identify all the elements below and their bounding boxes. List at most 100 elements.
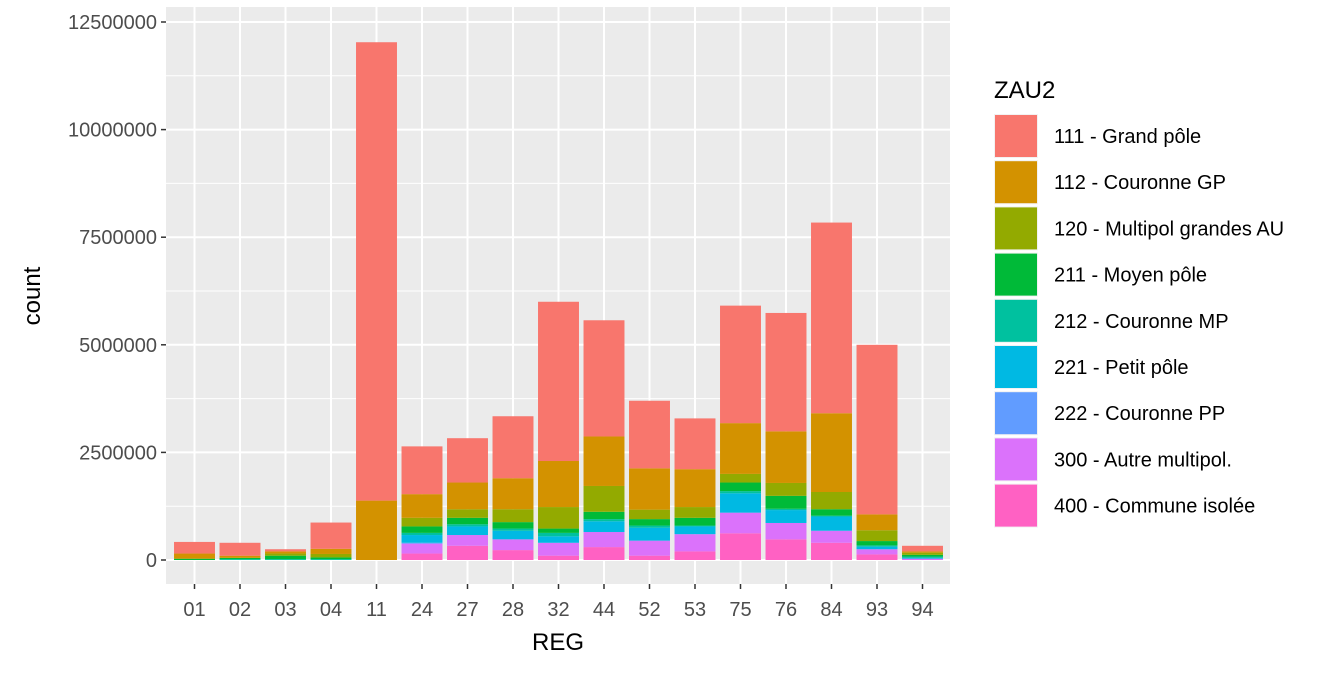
bar-segment [583, 532, 625, 548]
bar-segment [583, 485, 625, 512]
bar-segment [629, 525, 670, 528]
x-tick-label: 84 [820, 599, 842, 621]
legend-swatch [995, 207, 1037, 250]
bar-segment [538, 507, 579, 529]
bar-segment [674, 534, 716, 552]
bar-segment [811, 413, 852, 492]
legend-swatch [995, 115, 1037, 157]
bar-segment [401, 494, 443, 518]
bar-segment [629, 527, 670, 541]
bar-segment [856, 344, 898, 515]
bar-segment [720, 473, 761, 483]
legend-label: 400 - Commune isolée [1054, 496, 1255, 518]
bar-segment [310, 522, 352, 549]
bars [174, 42, 943, 560]
legend-swatch [995, 346, 1037, 388]
bar-segment [538, 528, 579, 533]
x-tick-label: 01 [183, 599, 205, 621]
bar-segment [310, 559, 352, 560]
bar-segment [538, 301, 579, 462]
bar-segment [174, 541, 215, 554]
bar-segment [629, 540, 670, 556]
bar-segment [174, 553, 215, 559]
legend-title: ZAU2 [994, 77, 1055, 104]
legend-label: 111 - Grand pôle [1054, 126, 1201, 148]
x-tick-label: 76 [775, 599, 797, 621]
y-tick-label: 5000000 [79, 335, 157, 357]
y-tick-label: 0 [146, 550, 157, 572]
bar-segment [219, 542, 261, 556]
bar-segment [356, 500, 397, 560]
bar-segment [492, 550, 534, 560]
x-tick-label: 28 [502, 599, 524, 621]
bar-segment [765, 539, 807, 560]
bar-segment [492, 509, 534, 523]
bar-segment [902, 557, 943, 559]
bar-segment [811, 222, 852, 414]
x-tick-label: 27 [456, 599, 478, 621]
bar-segment [401, 532, 443, 536]
bar-segment [811, 542, 852, 560]
bar-segment [265, 555, 306, 560]
legend-label: 300 - Autre multipol. [1054, 449, 1232, 471]
y-tick-label: 2500000 [79, 442, 157, 464]
bar-segment [447, 526, 488, 536]
bar-segment [265, 551, 306, 554]
bar-segment [447, 535, 488, 546]
bar-segment [401, 446, 443, 495]
x-axis-title: REG [532, 629, 584, 656]
legend: 111 - Grand pôle 112 - Couronne GP 120 - M… [994, 114, 1284, 528]
bar-segment [856, 514, 898, 531]
legend-label: 112 - Couronne GP [1054, 172, 1226, 194]
x-tick-label: 32 [547, 599, 569, 621]
bar-segment [447, 545, 488, 560]
bar-segment [765, 431, 807, 483]
x-tick-label: 11 [366, 599, 387, 621]
bar-segment [447, 438, 488, 483]
bar-segment [310, 553, 352, 558]
legend-label: 221 - Petit pôle [1054, 357, 1189, 379]
y-axis-title: count [19, 266, 46, 325]
bar-segment [492, 522, 534, 529]
bar-segment [811, 509, 852, 516]
bar-segment [401, 543, 443, 554]
bar-segment [720, 533, 761, 560]
x-tick-label: 75 [729, 599, 751, 621]
bar-segment [219, 555, 261, 558]
bar-segment [765, 495, 807, 509]
bar-segment [492, 539, 534, 551]
bar-segment [811, 515, 852, 517]
bar-segment [720, 305, 761, 424]
bar-segment [674, 551, 716, 560]
bar-segment [856, 546, 898, 550]
bar-segment [583, 519, 625, 522]
bar-segment [856, 530, 898, 542]
x-tick-label: 94 [911, 599, 933, 621]
bar-segment [856, 549, 898, 555]
bar-segment [583, 320, 625, 437]
bar-segment [447, 524, 488, 527]
bar-segment [401, 526, 443, 533]
bar-segment [538, 542, 579, 556]
bar-segment [856, 554, 898, 560]
bar-segment [902, 552, 943, 555]
bar-segment [811, 530, 852, 543]
bar-segment [447, 509, 488, 518]
bar-segment [765, 312, 807, 432]
bar-segment [538, 461, 579, 508]
legend-label: 211 - Moyen pôle [1054, 265, 1207, 287]
bar-segment [674, 526, 716, 535]
bar-segment [401, 517, 443, 527]
bar-segment [720, 482, 761, 492]
bar-segment [674, 517, 716, 526]
legend-swatch [995, 253, 1037, 296]
bar-segment [856, 545, 898, 547]
bar-segment [811, 516, 852, 531]
y-tick-label: 12500000 [68, 12, 157, 34]
bar-segment [538, 536, 579, 543]
bar-segment [219, 559, 261, 560]
bar-segment [902, 554, 943, 557]
bar-segment [265, 559, 306, 560]
bar-segment [765, 482, 807, 496]
